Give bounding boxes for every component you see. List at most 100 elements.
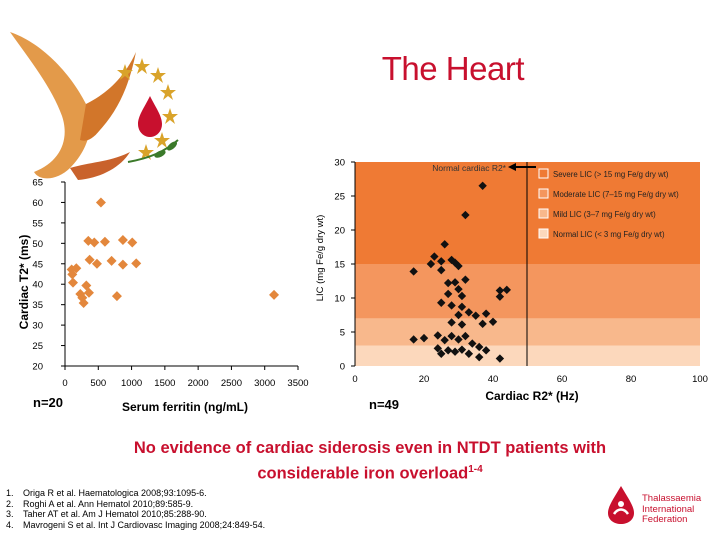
chart1-y-tick-label: 55: [32, 218, 43, 229]
chart2-data-point: [437, 349, 446, 358]
chart1-x-tick-label: 1500: [154, 378, 175, 389]
chart1-data-point: [67, 277, 78, 288]
statement-line-1: No evidence of cardiac siderosis even in…: [133, 439, 607, 457]
statement-line-2: considerable iron overload1-4: [90, 459, 650, 485]
chart1-y-tick-label: 30: [32, 321, 43, 332]
chart2-data-point: [478, 181, 487, 190]
star-icons: [117, 58, 178, 160]
chart2-data-point: [464, 349, 474, 358]
reference-text: Roghi A et al. Ann Hematol 2010;89:585-9…: [23, 498, 194, 509]
chart2-data-point: [437, 265, 446, 275]
legend-swatch: [538, 168, 549, 179]
chart1-y-tick-label: 40: [32, 280, 43, 291]
reference-item: 3. Taher AT et al. Am J Hematol 2010;85:2…: [6, 509, 265, 520]
leaf-shape: [154, 150, 166, 158]
leaf-shape: [167, 141, 177, 151]
statement-superscript: 1-4: [468, 464, 483, 475]
chart2-y-tick-label: 30: [334, 158, 345, 169]
chart2-data-point: [450, 347, 460, 356]
chart2-x-tick-label: 80: [626, 374, 637, 385]
references-list: 1. Origa R et al. Haematologica 2008;93:1…: [6, 488, 265, 530]
bird-tail-shape: [70, 152, 130, 180]
chart2-data-point: [437, 298, 446, 307]
tif-logo-text: Thalassaemia International Federation: [642, 493, 701, 526]
reference-item: 4. Mavrogeni S et al. Int J Cardiovasc Im…: [6, 520, 265, 531]
chart2-data-point: [419, 333, 429, 343]
olive-branch-shape: [127, 139, 179, 163]
chart2-y-tick-label: 15: [334, 260, 345, 271]
chart1-y-tick-label: 25: [32, 341, 43, 352]
chart1-data-point: [131, 258, 142, 269]
chart2-data-point: [409, 335, 418, 344]
chart2-data-point: [437, 257, 446, 266]
chart2-data-point: [433, 331, 442, 340]
legend-swatch: [538, 188, 549, 199]
chart1-x-tick-label: 0: [62, 378, 67, 389]
chart1-data-point: [81, 280, 92, 291]
legend-label: Normal LIC (< 3 mg Fe/g dry wt): [553, 230, 665, 239]
star-icon: [150, 67, 166, 83]
chart2-data-point: [457, 291, 467, 301]
chart2-data-point: [440, 240, 449, 249]
ferritin-t2-chart: 20 25 30 35 40 45 50 55 60 65 0 500 1000 1500 2000 250…: [17, 178, 309, 415]
bird-wing-shape: [10, 32, 91, 179]
chart2-x-tick-label: 60: [557, 374, 568, 385]
legend-label: Severe LIC (> 15 mg Fe/g dry wt): [553, 170, 669, 179]
chart1-data-point: [117, 259, 128, 270]
chart2-data-point: [409, 267, 418, 276]
chart2-data-point: [447, 331, 456, 341]
reference-number: 3.: [6, 509, 14, 520]
chart1-y-tick-label: 50: [32, 239, 43, 250]
chart2-data-point: [461, 275, 470, 284]
chart2-data-point: [468, 339, 477, 348]
reference-item: 1. Origa R et al. Haematologica 2008;93:1…: [6, 488, 265, 499]
chart2-data-point: [443, 289, 453, 299]
star-icon: [134, 58, 150, 74]
star-icon: [162, 108, 178, 124]
reference-text: Taher AT et al. Am J Hematol 2010;85:288…: [23, 509, 207, 520]
chart2-x-axis-label: Cardiac R2* (Hz): [485, 389, 578, 403]
chart2-data-point: [495, 354, 505, 363]
reference-number: 1.: [6, 488, 14, 498]
star-icon: [154, 132, 170, 148]
chart1-y-tick-label: 60: [32, 198, 43, 209]
normal-r2-label: Normal cardiac R2*: [432, 163, 506, 173]
tif-logo-line: Federation: [642, 514, 688, 525]
chart1-data-point: [117, 235, 128, 246]
bird-logo: [10, 32, 179, 180]
chart2-data-point: [454, 261, 463, 271]
chart1-data-point: [269, 289, 280, 300]
tif-swirl-shape: [612, 508, 630, 515]
chart2-data-point: [481, 309, 491, 318]
star-icon: [138, 144, 154, 160]
chart1-data-point: [111, 291, 122, 302]
chart2-x-tick-label: 20: [419, 374, 430, 385]
chart1-data-point: [127, 237, 138, 248]
chart1-n-label: n=20: [33, 395, 63, 410]
chart2-y-tick-label: 0: [340, 362, 345, 373]
chart1-data-point: [95, 197, 106, 208]
chart1-data-point: [83, 235, 94, 246]
chart2-data-point: [481, 346, 491, 355]
legend-label: Mild LIC (3–7 mg Fe/g dry wt): [553, 210, 656, 219]
chart1-x-tick-label: 500: [90, 378, 106, 389]
chart2-y-tick-label: 5: [340, 328, 345, 339]
chart2-x-tick-label: 40: [488, 374, 499, 385]
chart2-data-point: [440, 335, 449, 345]
chart1-data-point: [91, 258, 102, 269]
chart2-data-point: [454, 335, 463, 344]
chart2-data-point: [495, 286, 505, 295]
chart2-data-point: [430, 252, 439, 261]
tif-dot-shape: [618, 501, 624, 507]
chart2-data-point: [447, 318, 456, 327]
chart2-data-point: [488, 317, 498, 326]
slide-title: The Heart: [0, 50, 720, 88]
chart2-data-point: [433, 344, 442, 353]
chart1-y-tick-label: 65: [32, 178, 43, 189]
chart2-data-point: [461, 331, 470, 341]
chart1-y-tick-label: 20: [32, 362, 43, 373]
chart2-data-point: [450, 278, 460, 287]
chart2-y-axis-label: LIC (mg Fe/g dry wt): [315, 215, 326, 302]
chart1-y-axis-label: Cardiac T2* (ms): [17, 235, 31, 330]
chart1-data-point: [106, 255, 117, 266]
